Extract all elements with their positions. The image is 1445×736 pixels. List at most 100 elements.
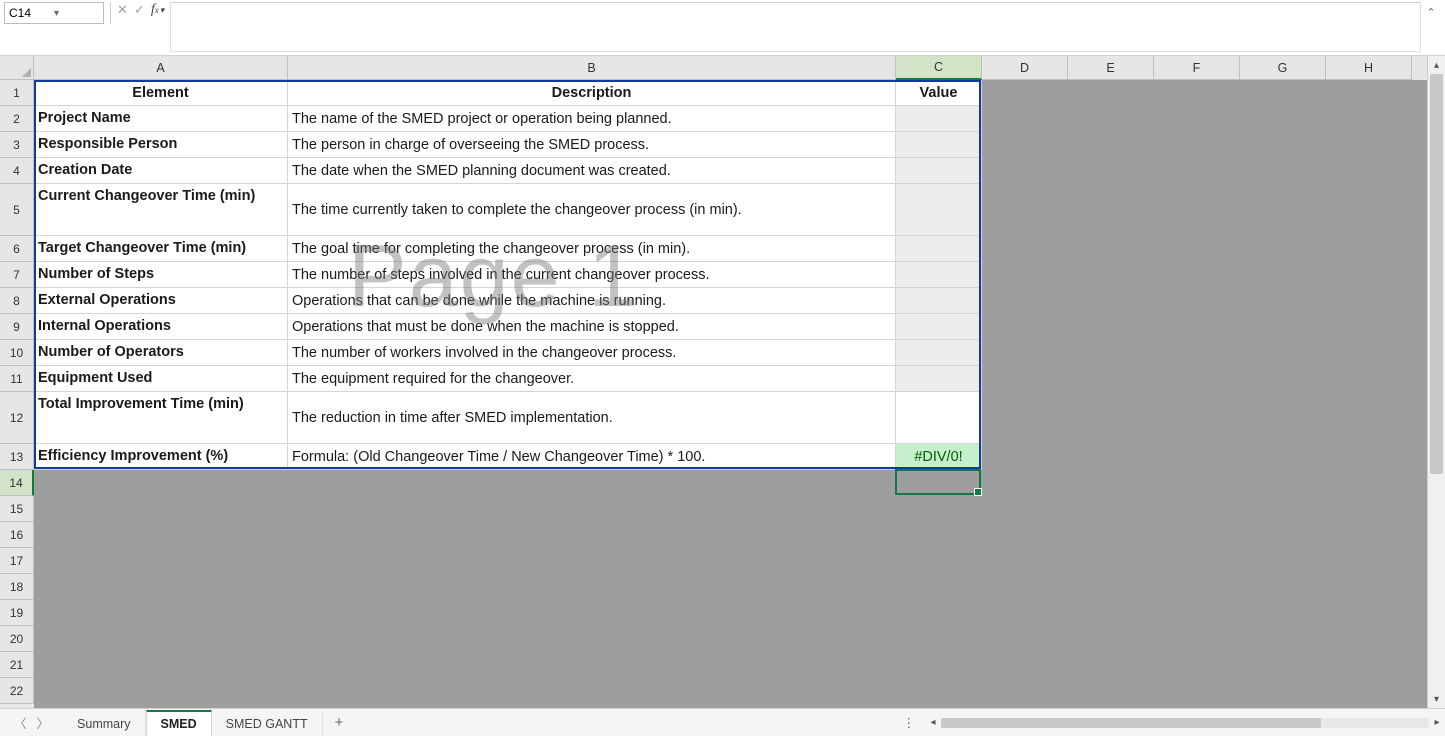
cell[interactable] (1240, 314, 1326, 340)
row-header[interactable]: 7 (0, 262, 34, 288)
cell[interactable]: The goal time for completing the changeo… (288, 236, 896, 262)
cell[interactable] (1068, 236, 1154, 262)
cell[interactable] (1068, 548, 1154, 574)
cell[interactable] (1240, 496, 1326, 522)
cell[interactable] (1240, 132, 1326, 158)
column-header[interactable]: C (896, 56, 982, 80)
cell[interactable] (896, 392, 982, 444)
cell[interactable] (982, 548, 1068, 574)
cell[interactable] (1068, 444, 1154, 470)
cell[interactable] (1068, 340, 1154, 366)
cell[interactable] (1154, 626, 1240, 652)
cell[interactable] (1240, 574, 1326, 600)
hscroll-track[interactable] (941, 718, 1429, 728)
cell[interactable] (1154, 106, 1240, 132)
cell[interactable] (1068, 600, 1154, 626)
cell[interactable] (1068, 496, 1154, 522)
cell[interactable] (1240, 522, 1326, 548)
row-header[interactable]: 11 (0, 366, 34, 392)
cell[interactable]: #DIV/0! (896, 444, 982, 470)
cell[interactable]: Formula: (Old Changeover Time / New Chan… (288, 444, 896, 470)
cell[interactable] (1326, 522, 1412, 548)
row-header[interactable]: 12 (0, 392, 34, 444)
tabs-menu-icon[interactable]: ⋮ (893, 715, 926, 730)
cell[interactable] (982, 574, 1068, 600)
next-sheet-icon[interactable]: 〉 (37, 713, 50, 732)
cell[interactable] (1240, 288, 1326, 314)
scroll-left-icon[interactable]: ◂ (925, 717, 941, 728)
cell[interactable]: The number of workers involved in the ch… (288, 340, 896, 366)
cell[interactable] (1326, 392, 1412, 444)
row-header[interactable]: 6 (0, 236, 34, 262)
cell[interactable] (982, 314, 1068, 340)
row-header[interactable]: 10 (0, 340, 34, 366)
column-header[interactable]: A (34, 56, 288, 80)
cell[interactable]: Total Improvement Time (min) (34, 392, 288, 444)
cell[interactable] (1068, 366, 1154, 392)
cell[interactable] (1326, 340, 1412, 366)
cell[interactable] (896, 132, 982, 158)
cell[interactable]: Element (34, 80, 288, 106)
cell[interactable]: The number of steps involved in the curr… (288, 262, 896, 288)
cell[interactable] (34, 470, 288, 496)
row-header[interactable]: 16 (0, 522, 34, 548)
cell[interactable] (288, 600, 896, 626)
cell[interactable] (896, 184, 982, 236)
cell[interactable] (1240, 444, 1326, 470)
cell[interactable] (34, 600, 288, 626)
cell[interactable] (1326, 236, 1412, 262)
cell[interactable] (1068, 262, 1154, 288)
cell[interactable] (982, 444, 1068, 470)
formula-input[interactable] (170, 2, 1421, 52)
cell[interactable] (896, 106, 982, 132)
cell[interactable] (982, 262, 1068, 288)
cell[interactable] (1068, 522, 1154, 548)
column-header[interactable]: E (1068, 56, 1154, 80)
cell[interactable] (1240, 236, 1326, 262)
cell[interactable] (1154, 80, 1240, 106)
cell[interactable] (982, 236, 1068, 262)
cell[interactable] (1154, 496, 1240, 522)
cell[interactable] (1326, 106, 1412, 132)
cell[interactable] (34, 522, 288, 548)
row-header[interactable]: 3 (0, 132, 34, 158)
row-header[interactable]: 18 (0, 574, 34, 600)
cell[interactable]: Number of Steps (34, 262, 288, 288)
cell[interactable] (982, 288, 1068, 314)
cell[interactable]: The date when the SMED planning document… (288, 158, 896, 184)
cell[interactable] (1240, 158, 1326, 184)
cell[interactable] (1068, 184, 1154, 236)
cell[interactable] (1326, 132, 1412, 158)
cell[interactable] (982, 106, 1068, 132)
cell[interactable] (1326, 366, 1412, 392)
cell[interactable] (896, 626, 982, 652)
cell[interactable] (1068, 678, 1154, 704)
cell[interactable] (1240, 600, 1326, 626)
cell[interactable] (1068, 132, 1154, 158)
cell[interactable] (1326, 262, 1412, 288)
cell[interactable] (1154, 574, 1240, 600)
cell[interactable]: Operations that can be done while the ma… (288, 288, 896, 314)
cell[interactable] (1154, 444, 1240, 470)
cell[interactable]: Number of Operators (34, 340, 288, 366)
cell[interactable] (34, 652, 288, 678)
cell[interactable] (1240, 262, 1326, 288)
row-header[interactable]: 5 (0, 184, 34, 236)
cell[interactable] (896, 366, 982, 392)
cell[interactable]: Current Changeover Time (min) (34, 184, 288, 236)
cell[interactable] (982, 366, 1068, 392)
cell[interactable] (982, 158, 1068, 184)
cell[interactable] (1068, 626, 1154, 652)
cell[interactable]: The equipment required for the changeove… (288, 366, 896, 392)
cell[interactable] (1326, 574, 1412, 600)
cell[interactable] (1240, 470, 1326, 496)
cell[interactable]: The time currently taken to complete the… (288, 184, 896, 236)
row-header[interactable]: 4 (0, 158, 34, 184)
cell[interactable] (34, 548, 288, 574)
column-header[interactable]: D (982, 56, 1068, 80)
row-header[interactable]: 14 (0, 470, 34, 496)
cell[interactable] (1154, 548, 1240, 574)
cell[interactable] (1154, 262, 1240, 288)
cell[interactable] (1154, 392, 1240, 444)
cell[interactable] (1068, 288, 1154, 314)
